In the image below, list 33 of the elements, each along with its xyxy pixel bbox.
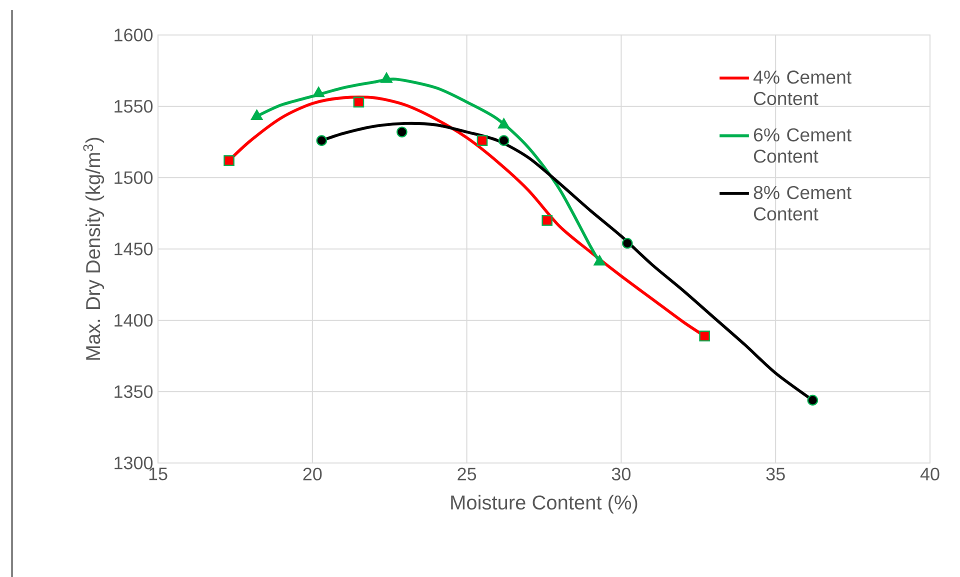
legend-label: 8% Cement Content (754, 186, 852, 221)
point (224, 155, 234, 166)
y-tick-label: 1500 (114, 171, 153, 184)
point (250, 110, 263, 120)
y-axis-title: Max. Dry Density (kg/m$^{3}$) (83, 138, 104, 360)
x-tick-label: 20 (303, 468, 322, 480)
point (699, 330, 710, 342)
point (380, 72, 392, 83)
point (396, 126, 408, 138)
point (594, 255, 606, 266)
x-tick-label: 35 (766, 468, 785, 480)
legend-label: 6% Cement Content (754, 128, 852, 163)
point (622, 238, 633, 249)
x-tick-label: 15 (149, 468, 168, 480)
legend-label: 4% Cement Content (753, 70, 852, 106)
point (807, 394, 818, 406)
x-tick-label: 40 (920, 468, 940, 480)
y-tick-label: 1400 (114, 314, 153, 327)
x-tick-label: 25 (458, 468, 476, 480)
x-tick-label: 30 (612, 468, 631, 480)
point (476, 135, 488, 146)
point (498, 135, 510, 146)
y-tick-label: 1450 (114, 242, 153, 256)
y-tick-label: 1600 (114, 28, 153, 42)
point (312, 86, 324, 98)
y-tick-label: 1350 (114, 385, 153, 398)
point (353, 96, 364, 108)
point (542, 215, 552, 226)
y-tick-label: 1300 (114, 456, 153, 470)
point (498, 118, 510, 129)
y-tick-label: 1550 (114, 100, 153, 113)
point (316, 135, 328, 146)
x-axis-title: Moisture Content (%) (451, 494, 638, 514)
